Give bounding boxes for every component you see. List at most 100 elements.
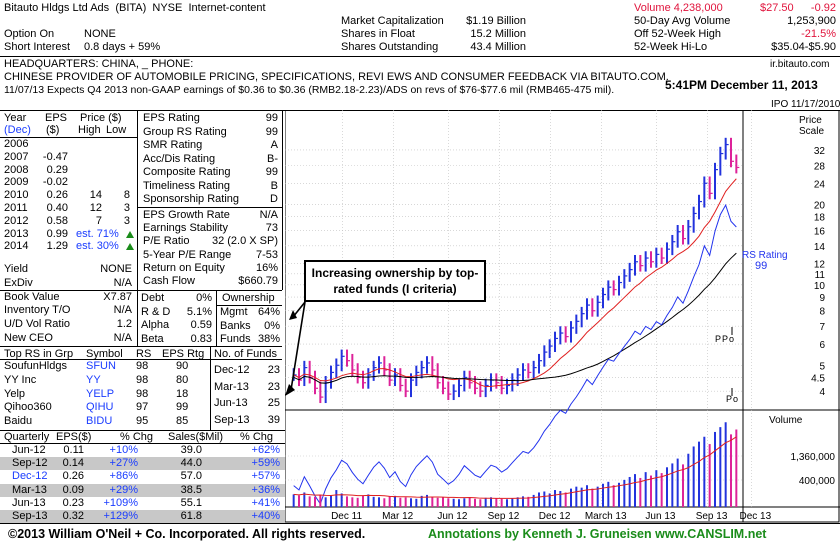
annual-year: 2006 [4,138,29,150]
funds-quarter: Jun-13 [214,397,248,409]
funds-count: 25 [267,397,280,409]
growth-label: Return on Equity [143,261,225,274]
ipo-date: IPO 11/17/2010 [771,99,840,110]
quarterly-sales-chg: +59% [251,457,280,470]
rating-value: B [270,179,278,192]
rating-label: Timeliness Rating [143,179,231,192]
annual-eps: -0.47 [42,150,68,163]
rs-value: 98 [136,387,149,400]
option-label: Option On [4,28,55,40]
annual-eps: 0.26 [46,189,68,202]
growth-label: Cash Flow [143,275,195,287]
rating-value: 99 [265,112,278,124]
price-tick-label: 28 [814,161,826,172]
rs-name: Qihoo360 [4,401,52,414]
annotation-arrowhead [289,310,297,320]
quarterly-eps-chg: +27% [109,457,138,470]
market-cap-label: Market Capitalization [341,15,444,27]
option-value: NONE [84,28,116,40]
fundamental-label: New CEO [4,332,53,344]
annual-high: 14 [89,189,102,202]
quarterly-eps: 0.11 [63,444,84,456]
rs-symbol-link[interactable]: BIDU [86,415,113,428]
chart-marker: P [726,394,732,404]
price-tick-label: 5 [819,361,825,372]
short-moving-average-line [293,178,737,388]
fundamental-label: ExDiv [4,276,33,289]
price-tick-label: 6 [819,340,825,351]
last-price: $27.50 [760,2,794,14]
x-tick-label: March 13 [585,511,627,522]
hilo-label: 52-Week Hi-Lo [634,41,708,53]
quarterly-eps-chg: +10% [109,444,138,456]
avg-volume-value: 1,253,900 [787,15,836,27]
rating-label: SMR Rating [143,139,203,151]
quarterly-eps-chg: +29% [109,483,138,496]
quarterly-row-shade [0,510,285,523]
rs-symbol-link[interactable]: YELP [86,387,115,400]
quarterly-sales-chg: +62% [251,444,280,456]
ownership-label: Banks [220,319,251,332]
off-high-value: -21.5% [801,28,836,40]
rs-eps: 80 [176,373,189,386]
off-high-label: Off 52-Week High [634,28,722,40]
long-moving-average-line [293,252,737,384]
quarterly-header-cell: % Chg [120,431,154,443]
annual-year: 2010 [4,189,29,202]
rs-symbol-link[interactable]: SFUN [86,360,116,372]
funds-quarter: Sep-13 [214,413,250,426]
rs-eps: 18 [176,387,189,400]
rating-value: A [270,139,278,151]
fundamental-value: N/A [113,276,132,289]
debt-label: Debt [141,292,165,304]
price-scale-label: Price [799,115,822,126]
rs-name: Yelp [4,387,26,400]
quarterly-row-shade [0,457,285,471]
annual-header-eps: EPS [45,112,68,124]
rating-value: 99 [265,166,278,178]
chart-marker: o [729,334,734,344]
float-value: 15.2 Million [470,28,526,40]
rating-label: Acc/Dis Rating [143,152,216,165]
volume-average-line [293,436,737,499]
website-link[interactable]: ir.bitauto.com [770,59,830,70]
price-tick-label: 20 [814,200,826,211]
funds-quarter: Dec-12 [214,364,250,376]
annotation-arrow [290,301,306,391]
company-name: Bitauto Hldgs Ltd Ads (BITA) NYSE Intern… [4,2,266,14]
annual-header-price: Price ($) [80,112,122,124]
rs-symbol-link[interactable]: QIHU [86,401,114,414]
quarterly-eps: 0.32 [62,510,84,522]
x-tick-label: Sep 13 [696,511,728,522]
fundamental-value: NONE [100,263,132,275]
quarterly-sales-chg: +40% [251,510,280,522]
x-tick-label: Dec 12 [539,511,571,522]
fundamental-value: 1.2 [116,318,132,331]
quarterly-period: Sep-13 [12,510,48,522]
rs-symbol-link[interactable]: YY [86,373,101,386]
price-tick-label: 7 [819,322,825,333]
price-tick-label: 14 [814,242,826,253]
quarterly-sales: 44.0 [180,457,202,470]
quarterly-row-shade [0,483,285,497]
rs-header-cell: Symbol [86,348,123,360]
growth-value: 73 [265,222,278,235]
annual-header-low: Low [106,124,127,136]
float-label: Shares in Float [341,28,415,40]
debt-label: R & D [141,305,171,318]
avg-volume-label: 50-Day Avg Volume [634,15,731,27]
quarterly-eps-chg: +86% [109,470,138,483]
volume-tick-label: 400,000 [799,476,836,487]
rs-name: SoufunHldgs [4,360,67,372]
rs-value: 97 [136,401,149,414]
annual-year: 2013 [4,227,29,240]
up-triangle-icon [126,243,134,251]
copyright: ©2013 William O'Neil + Co. Incorporated.… [8,527,366,541]
annual-low: 3 [123,202,130,214]
price-tick-label: 8 [819,307,825,318]
annual-year: 2008 [4,163,29,176]
debt-label: Alpha [141,319,170,331]
ownership-label: Funds [220,333,251,345]
annotation-arrowhead [285,384,295,396]
